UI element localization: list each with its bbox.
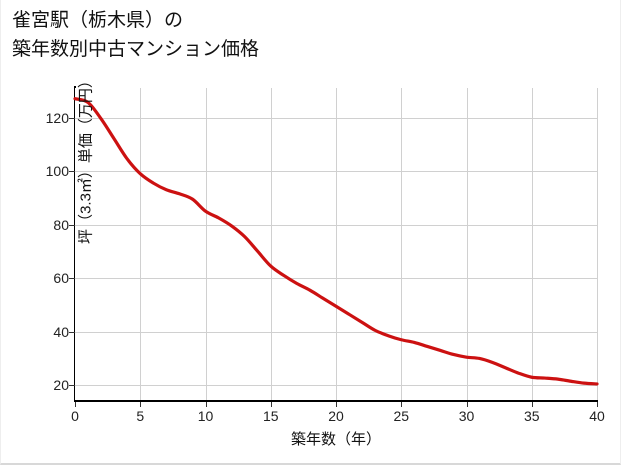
x-tick-mark-15 <box>270 402 272 407</box>
x-tick-label-15: 15 <box>263 408 279 424</box>
x-tick-mark-5 <box>140 402 142 407</box>
x-tick-mark-30 <box>466 402 468 407</box>
gridline-x-40 <box>597 88 598 400</box>
x-tick-label-20: 20 <box>328 408 344 424</box>
y-axis-title: 坪（3.3㎡）単価（万円） <box>77 73 95 244</box>
y-tick-label-100: 100 <box>45 163 69 179</box>
plot-area <box>73 88 599 400</box>
x-tick-label-30: 30 <box>458 408 475 424</box>
x-axis-spine <box>74 400 598 402</box>
line-series <box>73 97 599 386</box>
x-tick-mark-10 <box>205 402 207 407</box>
x-tick-mark-35 <box>531 402 533 407</box>
x-tick-label-40: 40 <box>589 408 605 424</box>
y-tick-label-40: 40 <box>53 323 69 340</box>
x-tick-mark-20 <box>336 402 337 407</box>
y-tick-label-60: 60 <box>53 270 69 287</box>
gridline-x-30 <box>466 88 468 400</box>
y-tick-label-80: 80 <box>53 216 69 233</box>
x-tick-label-0: 0 <box>71 408 79 424</box>
y-tick-mark-120 <box>69 117 75 119</box>
x-tick-label-25: 25 <box>393 408 410 424</box>
gridline-x-35 <box>531 88 533 400</box>
y-tick-mark-60 <box>69 278 75 280</box>
x-tick-mark-40 <box>597 402 598 407</box>
y-tick-mark-100 <box>69 171 75 172</box>
x-tick-mark-0 <box>75 402 76 407</box>
gridline-x-15 <box>270 88 272 400</box>
y-tick-mark-20 <box>69 385 75 387</box>
y-tick-label-120: 120 <box>45 109 69 126</box>
price-line-path <box>73 97 599 386</box>
gridline-x-5 <box>140 88 142 400</box>
x-axis-title: 築年数（年） <box>290 431 381 448</box>
gridline-x-20 <box>336 88 337 400</box>
gridline-x-25 <box>401 88 403 400</box>
y-tick-mark-80 <box>69 224 75 226</box>
x-tick-label-5: 5 <box>136 408 145 424</box>
x-tick-mark-25 <box>401 402 403 407</box>
page-title: 雀宮駅（栃木県）の 築年数別中古マンション価格 <box>12 10 260 60</box>
x-tick-label-35: 35 <box>524 408 540 424</box>
y-tick-mark-40 <box>69 331 75 333</box>
gridline-x-10 <box>205 88 207 400</box>
y-tick-label-20: 20 <box>53 377 69 394</box>
x-tick-label-10: 10 <box>197 408 214 424</box>
